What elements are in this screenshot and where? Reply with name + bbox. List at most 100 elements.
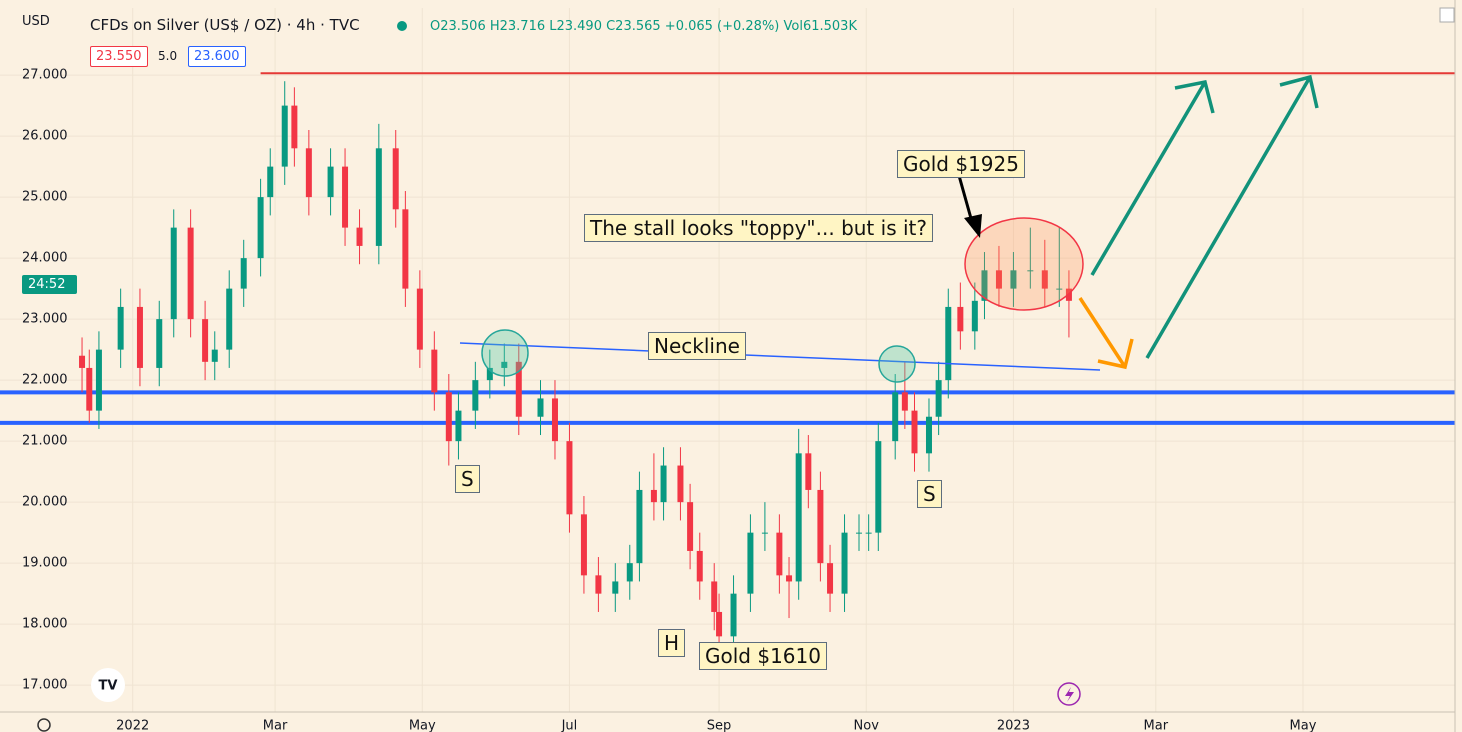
y-tick-label: 24.000 — [22, 251, 68, 266]
candle-body — [795, 453, 802, 582]
candle-body — [1027, 270, 1034, 272]
candle-body — [416, 288, 423, 350]
candle-body — [187, 227, 194, 320]
y-tick-label: 25.000 — [22, 190, 68, 205]
spread: 5.0 — [158, 49, 178, 63]
y-tick-label: 20.000 — [22, 495, 68, 510]
countdown: 24:52 — [22, 275, 78, 294]
status-dot — [397, 21, 407, 31]
candle-body — [501, 361, 508, 368]
candle-body — [356, 227, 363, 246]
logo-text: TV — [99, 679, 118, 694]
candle-body — [240, 258, 247, 289]
candle-body — [730, 593, 737, 637]
candle-body — [856, 532, 863, 534]
candle-body — [211, 349, 218, 362]
candle-body — [687, 502, 694, 551]
arrow — [1078, 297, 1134, 370]
candle-body — [281, 105, 288, 167]
candle-body — [901, 392, 908, 411]
candle-body — [86, 367, 93, 411]
candle-body — [305, 148, 312, 198]
x-tick-label: May — [409, 719, 436, 732]
candle-body — [445, 392, 452, 442]
y-tick-label: 22.000 — [22, 373, 68, 388]
candle-body — [711, 581, 718, 612]
candle-body — [911, 410, 918, 454]
candle-body — [995, 270, 1002, 289]
candle-body — [580, 514, 587, 576]
candle-body — [455, 410, 462, 442]
x-tick-label: Sep — [707, 719, 732, 732]
x-tick-label: Jul — [561, 719, 578, 732]
candle-body — [957, 306, 964, 332]
y-tick-label: 19.000 — [22, 556, 68, 571]
candle-body — [267, 166, 274, 198]
candle-body — [716, 611, 723, 637]
y-tick-label: 21.000 — [22, 434, 68, 449]
candle-body — [945, 306, 952, 381]
candle-body — [472, 380, 479, 411]
candle-body — [660, 465, 667, 503]
candle-body — [595, 575, 602, 594]
annotation: Gold $1925 — [897, 150, 1025, 178]
settings-icon[interactable] — [37, 718, 51, 732]
candle-body — [1041, 270, 1048, 289]
candle-body — [551, 398, 558, 442]
y-tick-label: 23.000 — [22, 312, 68, 327]
candle-body — [650, 489, 657, 503]
candle-body — [392, 148, 399, 210]
candle-body — [677, 465, 684, 503]
candle-body — [202, 319, 209, 362]
corner-button[interactable] — [1439, 7, 1455, 23]
annotation: Neckline — [648, 332, 746, 360]
drawings — [459, 74, 1319, 383]
candle-body — [892, 392, 899, 442]
ask[interactable]: 23.600 — [188, 46, 246, 67]
x-tick-label: Mar — [1144, 719, 1169, 732]
lightning-icon[interactable] — [1057, 682, 1081, 706]
candle-body — [805, 453, 812, 490]
x-tick-label: Nov — [854, 719, 880, 732]
x-tick-label: Mar — [263, 719, 288, 732]
candle-body — [375, 148, 382, 246]
candle-body — [136, 306, 143, 368]
candle-body — [626, 563, 633, 582]
candle-body — [117, 306, 124, 350]
annotation: S — [917, 480, 942, 508]
candle-body — [291, 105, 298, 149]
candle-body — [156, 319, 163, 368]
currency[interactable]: USD — [22, 14, 50, 29]
symbol-title: CFDs on Silver (US$ / OZ) · 4h · TVC — [90, 16, 360, 34]
x-tick-label: 2023 — [997, 719, 1030, 732]
candle-body — [841, 532, 848, 594]
annotation: Gold $1610 — [699, 642, 827, 670]
y-tick-label: 26.000 — [22, 129, 68, 144]
bid[interactable]: 23.550 — [90, 46, 148, 67]
candle-body — [935, 380, 942, 417]
lightning — [1065, 687, 1074, 702]
candle-body — [1056, 288, 1063, 290]
candle-body — [776, 532, 783, 576]
candle-body — [342, 166, 349, 228]
candle-body — [257, 197, 264, 259]
candle-body — [865, 532, 872, 534]
candle-body — [95, 349, 102, 411]
logo — [91, 668, 125, 702]
candle-body — [761, 532, 768, 534]
ohlc: O23.506 H23.716 L23.490 C23.565 +0.065 (… — [430, 19, 857, 34]
candle-body — [79, 355, 86, 368]
candle-body — [170, 227, 177, 320]
candle-body — [636, 489, 643, 564]
candle-body — [486, 367, 493, 381]
candle-body — [981, 270, 988, 301]
candle-body — [1010, 270, 1017, 289]
candle-body — [226, 288, 233, 350]
y-tick-label: 27.000 — [22, 68, 68, 83]
circle — [878, 345, 916, 383]
arrow — [956, 171, 974, 223]
candle-body — [515, 361, 522, 417]
x-tick-label: May — [1290, 719, 1317, 732]
